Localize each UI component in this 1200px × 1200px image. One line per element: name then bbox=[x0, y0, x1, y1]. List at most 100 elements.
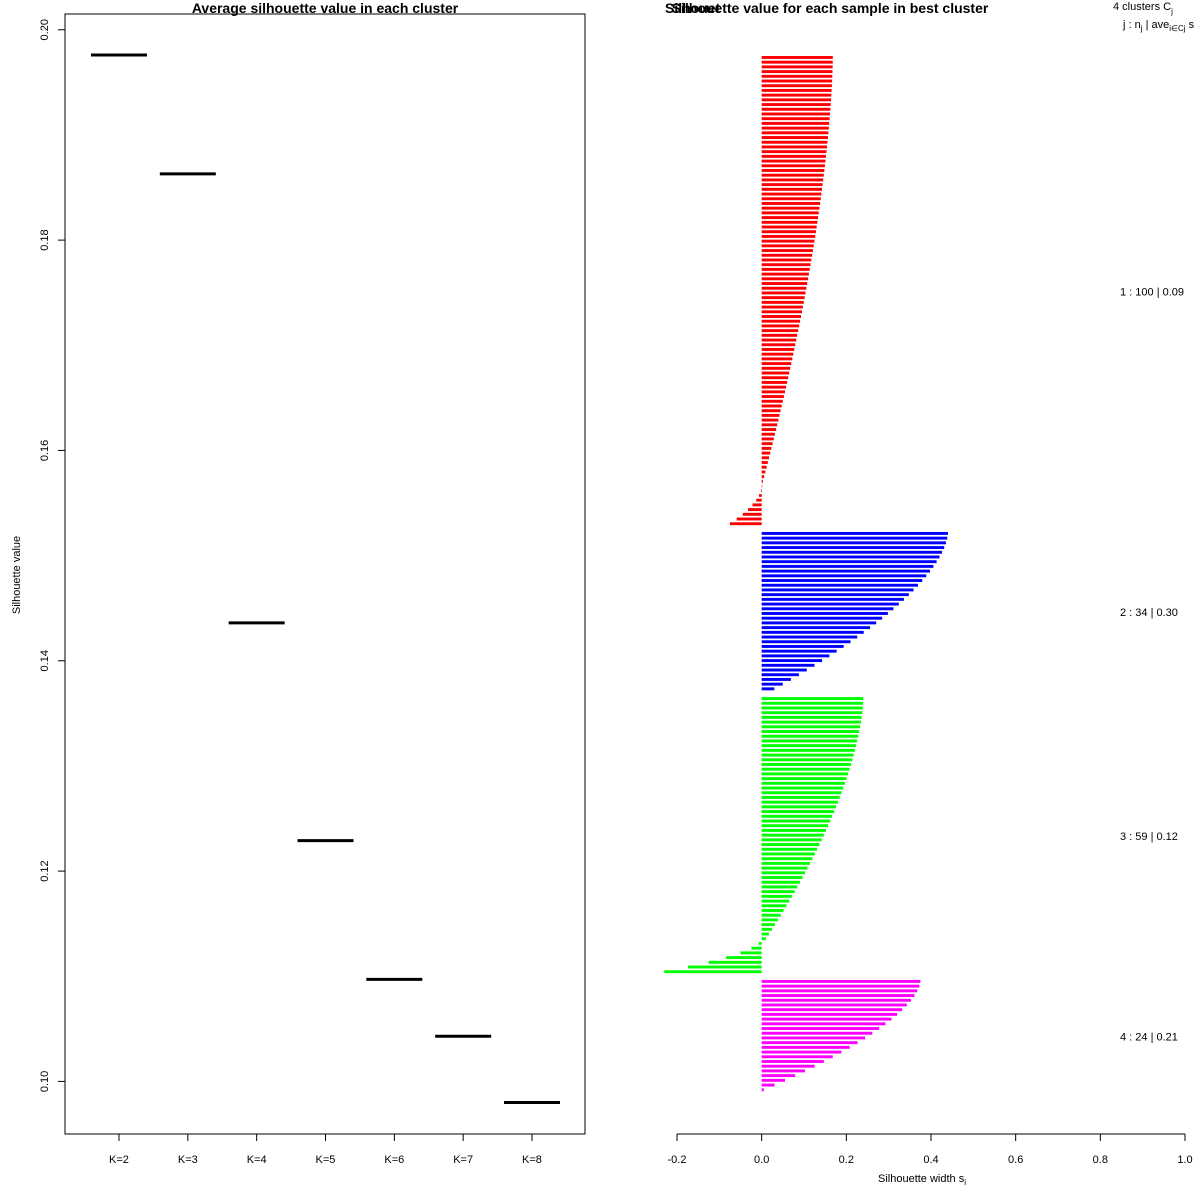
silhouette-bar-cluster-3 bbox=[762, 730, 860, 733]
silhouette-bar-cluster-1 bbox=[762, 357, 793, 360]
silhouette-bar-cluster-4 bbox=[762, 1036, 865, 1039]
silhouette-bar-cluster-3 bbox=[762, 862, 810, 865]
silhouette-bar-cluster-3 bbox=[762, 904, 787, 907]
silhouette-bar-cluster-3 bbox=[762, 782, 845, 785]
left-y-axis: 0.10 0.12 0.14 0.16 0.18 0.20 bbox=[39, 19, 65, 1092]
silhouette-bar-cluster-4 bbox=[762, 1018, 892, 1021]
silhouette-bar-cluster-2 bbox=[762, 537, 948, 540]
cluster-1-bars bbox=[730, 56, 833, 525]
silhouette-bar-cluster-3 bbox=[762, 749, 855, 752]
silhouette-bar-cluster-3 bbox=[688, 966, 762, 969]
silhouette-bar-cluster-1 bbox=[762, 395, 784, 398]
silhouette-bar-cluster-2 bbox=[762, 673, 799, 676]
right-x-tick-label: 0.4 bbox=[923, 1154, 938, 1166]
silhouette-bar-cluster-3 bbox=[709, 961, 762, 964]
silhouette-bar-cluster-4 bbox=[762, 1032, 873, 1035]
silhouette-bar-cluster-1 bbox=[762, 296, 805, 299]
silhouette-bar-cluster-1 bbox=[762, 211, 819, 214]
silhouette-bar-cluster-1 bbox=[762, 117, 830, 120]
silhouette-bar-cluster-1 bbox=[762, 470, 766, 473]
silhouette-bar-cluster-1 bbox=[762, 131, 829, 134]
silhouette-bar-cluster-1 bbox=[762, 362, 792, 365]
left-plot-frame bbox=[65, 14, 585, 1134]
silhouette-bar-cluster-1 bbox=[762, 141, 828, 144]
cluster-legend-header: 4 clusters Cj j : nj | avei∈Cj s bbox=[1113, 1, 1195, 33]
silhouette-bar-cluster-3 bbox=[762, 707, 863, 710]
silhouette-bar-cluster-3 bbox=[762, 918, 778, 921]
silhouette-bar-cluster-1 bbox=[762, 277, 808, 280]
silhouette-bar-cluster-1 bbox=[762, 339, 797, 342]
silhouette-bar-cluster-1 bbox=[762, 329, 799, 332]
silhouette-bar-cluster-1 bbox=[762, 390, 785, 393]
right-chart: Silhouet Silhouette value for each sampl… bbox=[664, 0, 1194, 1187]
silhouette-bar-cluster-4 bbox=[762, 1004, 907, 1007]
right-chart-title: Silhouette value for each sample in best… bbox=[672, 0, 989, 16]
silhouette-bar-cluster-3 bbox=[762, 848, 817, 851]
silhouette-bar-cluster-4 bbox=[762, 1041, 858, 1044]
silhouette-bar-cluster-1 bbox=[762, 61, 833, 64]
right-x-tick-label: 0.2 bbox=[839, 1154, 854, 1166]
silhouette-bar-cluster-1 bbox=[762, 113, 830, 116]
silhouette-bar-cluster-1 bbox=[762, 150, 827, 153]
silhouette-bar-cluster-2 bbox=[762, 669, 807, 672]
silhouette-bar-cluster-2 bbox=[762, 659, 822, 662]
legend-header-line2: j : nj | avei∈Cj s bbox=[1122, 19, 1195, 33]
left-chart: Average silhouette value in each cluster… bbox=[11, 0, 585, 1166]
silhouette-bar-cluster-2 bbox=[762, 560, 937, 563]
silhouette-bar-cluster-3 bbox=[762, 711, 863, 714]
silhouette-bar-cluster-1 bbox=[762, 442, 773, 445]
silhouette-bar-cluster-1 bbox=[762, 155, 826, 158]
silhouette-bar-cluster-3 bbox=[762, 754, 854, 757]
right-x-tick-label: 0.8 bbox=[1093, 1154, 1108, 1166]
silhouette-bar-cluster-3 bbox=[762, 697, 864, 700]
silhouette-bar-cluster-1 bbox=[762, 89, 832, 92]
silhouette-bar-cluster-1 bbox=[762, 291, 806, 294]
silhouette-bar-cluster-1 bbox=[762, 98, 831, 101]
silhouette-bar-cluster-3 bbox=[762, 900, 789, 903]
silhouette-bar-cluster-3 bbox=[762, 829, 826, 832]
cluster-4-bars bbox=[762, 980, 921, 1091]
silhouette-bar-cluster-1 bbox=[762, 183, 823, 186]
silhouette-bar-cluster-3 bbox=[762, 721, 861, 724]
cluster-labels: 1 : 100 | 0.09 2 : 34 | 0.30 3 : 59 | 0.12… bbox=[1120, 286, 1184, 1043]
silhouette-bar-cluster-3 bbox=[762, 805, 836, 808]
silhouette-bar-cluster-1 bbox=[762, 174, 824, 177]
silhouette-bar-cluster-1 bbox=[762, 244, 814, 247]
silhouette-bar-cluster-2 bbox=[762, 607, 894, 610]
silhouette-bar-cluster-2 bbox=[762, 683, 783, 686]
silhouette-bar-cluster-3 bbox=[762, 796, 840, 799]
silhouette-bar-cluster-1 bbox=[762, 268, 810, 271]
silhouette-bar-cluster-1 bbox=[762, 400, 783, 403]
silhouette-bar-cluster-1 bbox=[762, 475, 764, 478]
silhouette-bar-cluster-2 bbox=[762, 631, 864, 634]
cluster-3-bars bbox=[664, 697, 863, 973]
silhouette-bar-cluster-1 bbox=[756, 499, 761, 502]
cluster-2-label: 2 : 34 | 0.30 bbox=[1120, 607, 1178, 619]
silhouette-bar-cluster-2 bbox=[762, 588, 914, 591]
silhouette-bar-cluster-3 bbox=[762, 824, 828, 827]
silhouette-bar-cluster-3 bbox=[762, 820, 830, 823]
silhouette-bar-cluster-1 bbox=[762, 122, 830, 125]
silhouette-bar-cluster-4 bbox=[762, 1027, 879, 1030]
silhouette-bar-cluster-1 bbox=[762, 240, 815, 243]
silhouette-bar-cluster-3 bbox=[762, 885, 798, 888]
silhouette-bar-cluster-2 bbox=[762, 532, 948, 535]
silhouette-bar-cluster-4 bbox=[762, 1013, 897, 1016]
cluster-3-label: 3 : 59 | 0.12 bbox=[1120, 831, 1178, 843]
silhouette-bar-cluster-3 bbox=[762, 937, 766, 940]
silhouette-bar-cluster-3 bbox=[762, 758, 853, 761]
silhouette-figure: Average silhouette value in each cluster… bbox=[0, 0, 1200, 1200]
silhouette-bar-cluster-1 bbox=[762, 310, 802, 313]
silhouette-bar-cluster-3 bbox=[762, 725, 860, 728]
silhouette-bar-cluster-1 bbox=[762, 381, 787, 384]
silhouette-bar-cluster-1 bbox=[762, 353, 794, 356]
silhouette-bar-cluster-1 bbox=[762, 301, 804, 304]
silhouette-bar-cluster-3 bbox=[762, 777, 847, 780]
silhouette-bar-cluster-1 bbox=[762, 65, 833, 68]
silhouette-bar-cluster-3 bbox=[751, 947, 761, 950]
right-x-tick-label: -0.2 bbox=[668, 1154, 687, 1166]
silhouette-bar-cluster-3 bbox=[762, 928, 772, 931]
silhouette-bar-cluster-3 bbox=[762, 787, 844, 790]
silhouette-bar-cluster-2 bbox=[762, 574, 927, 577]
left-marks bbox=[91, 55, 560, 1102]
